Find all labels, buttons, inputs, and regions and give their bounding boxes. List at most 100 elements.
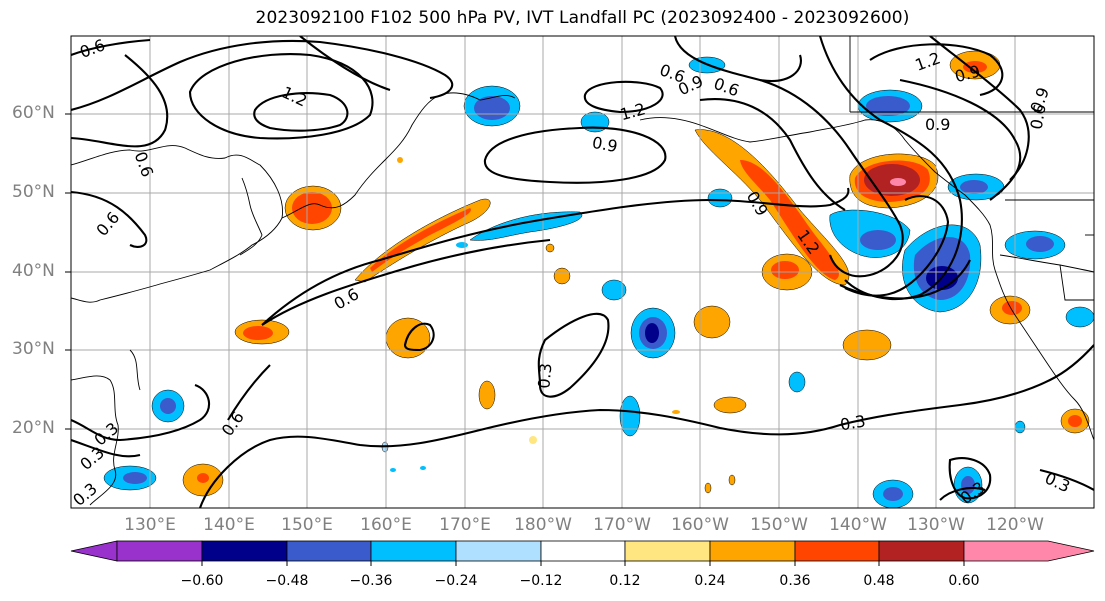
anomaly-blob [771,261,799,279]
anomaly-blob [707,188,733,208]
anomaly-blob [197,473,209,483]
anomaly-blob [553,267,571,285]
anomaly-blob [788,371,806,393]
anomaly-blob [370,208,471,272]
anomaly-blob [704,482,712,494]
contour-label: 0.3 [839,411,867,434]
colorbar-bin [709,540,796,562]
anomaly-blob [1068,415,1082,427]
colorbar-tick-label: 0.60 [948,573,980,589]
colorbar-bin [116,540,203,562]
colorbar-tick-label: −0.60 [180,573,224,589]
contour-label: 0.6 [1027,103,1050,131]
graticule [71,36,1094,508]
anomaly-blob [740,160,839,280]
colorbar-bin [286,540,372,562]
colorbar-tick-label: 0.48 [863,573,895,589]
anomaly-blob [456,242,468,248]
anomaly-blob [545,243,555,253]
colorbar-bin [370,540,457,562]
anomaly-blob [963,61,987,73]
anomaly-blob [890,178,906,186]
longitude-label: 150°E [281,515,333,535]
anomaly-blob [529,436,537,444]
longitude-label: 150°W [750,515,808,535]
latitude-label: 60°N [12,103,55,123]
anomaly-blob [1065,306,1094,328]
longitude-label: 180°W [514,515,572,535]
longitude-label: 140°E [203,515,255,535]
contour-label: 0.6 [331,284,363,313]
contour-label: 0.3 [69,479,101,510]
colorbar-tick-label: −0.36 [349,573,393,589]
anomaly-blob [619,395,641,437]
anomaly-blob [243,326,273,340]
anomaly-blob [960,180,988,194]
contour-label: 0.6 [77,35,107,62]
colorbar-extend-max [963,540,1095,562]
anomaly-blob [390,468,396,472]
anomaly-blob [420,466,426,470]
colorbar-bin [540,540,626,562]
longitude-label: 160°E [360,515,412,535]
anomaly-blob [397,157,403,163]
colorbar-tick-label: −0.12 [519,573,563,589]
colorbar-bin [201,540,288,562]
anomaly-blob [123,472,147,484]
anomaly-blob [292,192,332,224]
latitude-label: 20°N [12,418,55,438]
contour-label: 0.6 [218,408,248,440]
longitude-label: 130°E [124,515,176,535]
colorbar-tick-label: 0.36 [779,573,811,589]
longitude-label: 160°W [671,515,729,535]
colorbar-bin [878,540,965,562]
contour-label: 0.6 [92,208,123,240]
anomaly-blob [645,323,659,343]
longitude-label: 120°W [986,515,1044,535]
contour-label: 0.9 [925,115,950,134]
contour-label: 0.9 [1026,85,1053,115]
contour-label: 0.3 [534,362,555,389]
anomaly-blob [672,410,680,414]
anomaly-blob [713,396,747,414]
anomaly-blob [1014,420,1026,434]
anomaly-blob [842,329,892,361]
colorbar-tick-label: 0.12 [609,573,641,589]
contour-label: 1.2 [913,48,943,75]
contour-label: 0.6 [711,74,741,101]
anomaly-blob [580,111,610,133]
colorbar [70,540,1095,566]
latitude-label: 50°N [12,182,55,202]
contour-label: 0.6 [131,149,158,179]
anomaly-blob [1026,236,1054,252]
colorbar-tick-label: −0.48 [265,573,309,589]
longitude-label: 170°W [593,515,651,535]
contour-lines [71,36,1094,508]
anomaly-blob [160,398,176,414]
anomaly-blob [866,96,910,116]
coastlines [71,36,1094,506]
shaded-anomalies [103,50,1094,508]
longitude-label: 130°W [907,515,965,535]
longitude-label: 140°W [829,515,887,535]
figure-title: 2023092100 F102 500 hPa PV, IVT Landfall… [255,8,910,28]
anomaly-blob [478,380,496,410]
anomaly-blob [693,305,731,339]
anomaly-blob [601,279,627,301]
anomaly-blob [883,487,903,501]
colorbar-bin [794,540,880,562]
contour-label: 0.9 [591,133,619,156]
colorbar-bin [455,540,542,562]
colorbar-bin [624,540,711,562]
latitude-label: 40°N [12,261,55,281]
anomaly-blob [1002,301,1022,315]
colorbar-extend-min [70,540,118,562]
anomaly-blob [860,230,896,250]
anomaly-blob [728,474,736,486]
anomaly-blob [469,211,583,241]
latitude-label: 30°N [12,339,55,359]
longitude-label: 170°E [439,515,491,535]
contour-label: 1.2 [279,83,310,111]
colorbar-tick-label: 0.24 [694,573,726,589]
